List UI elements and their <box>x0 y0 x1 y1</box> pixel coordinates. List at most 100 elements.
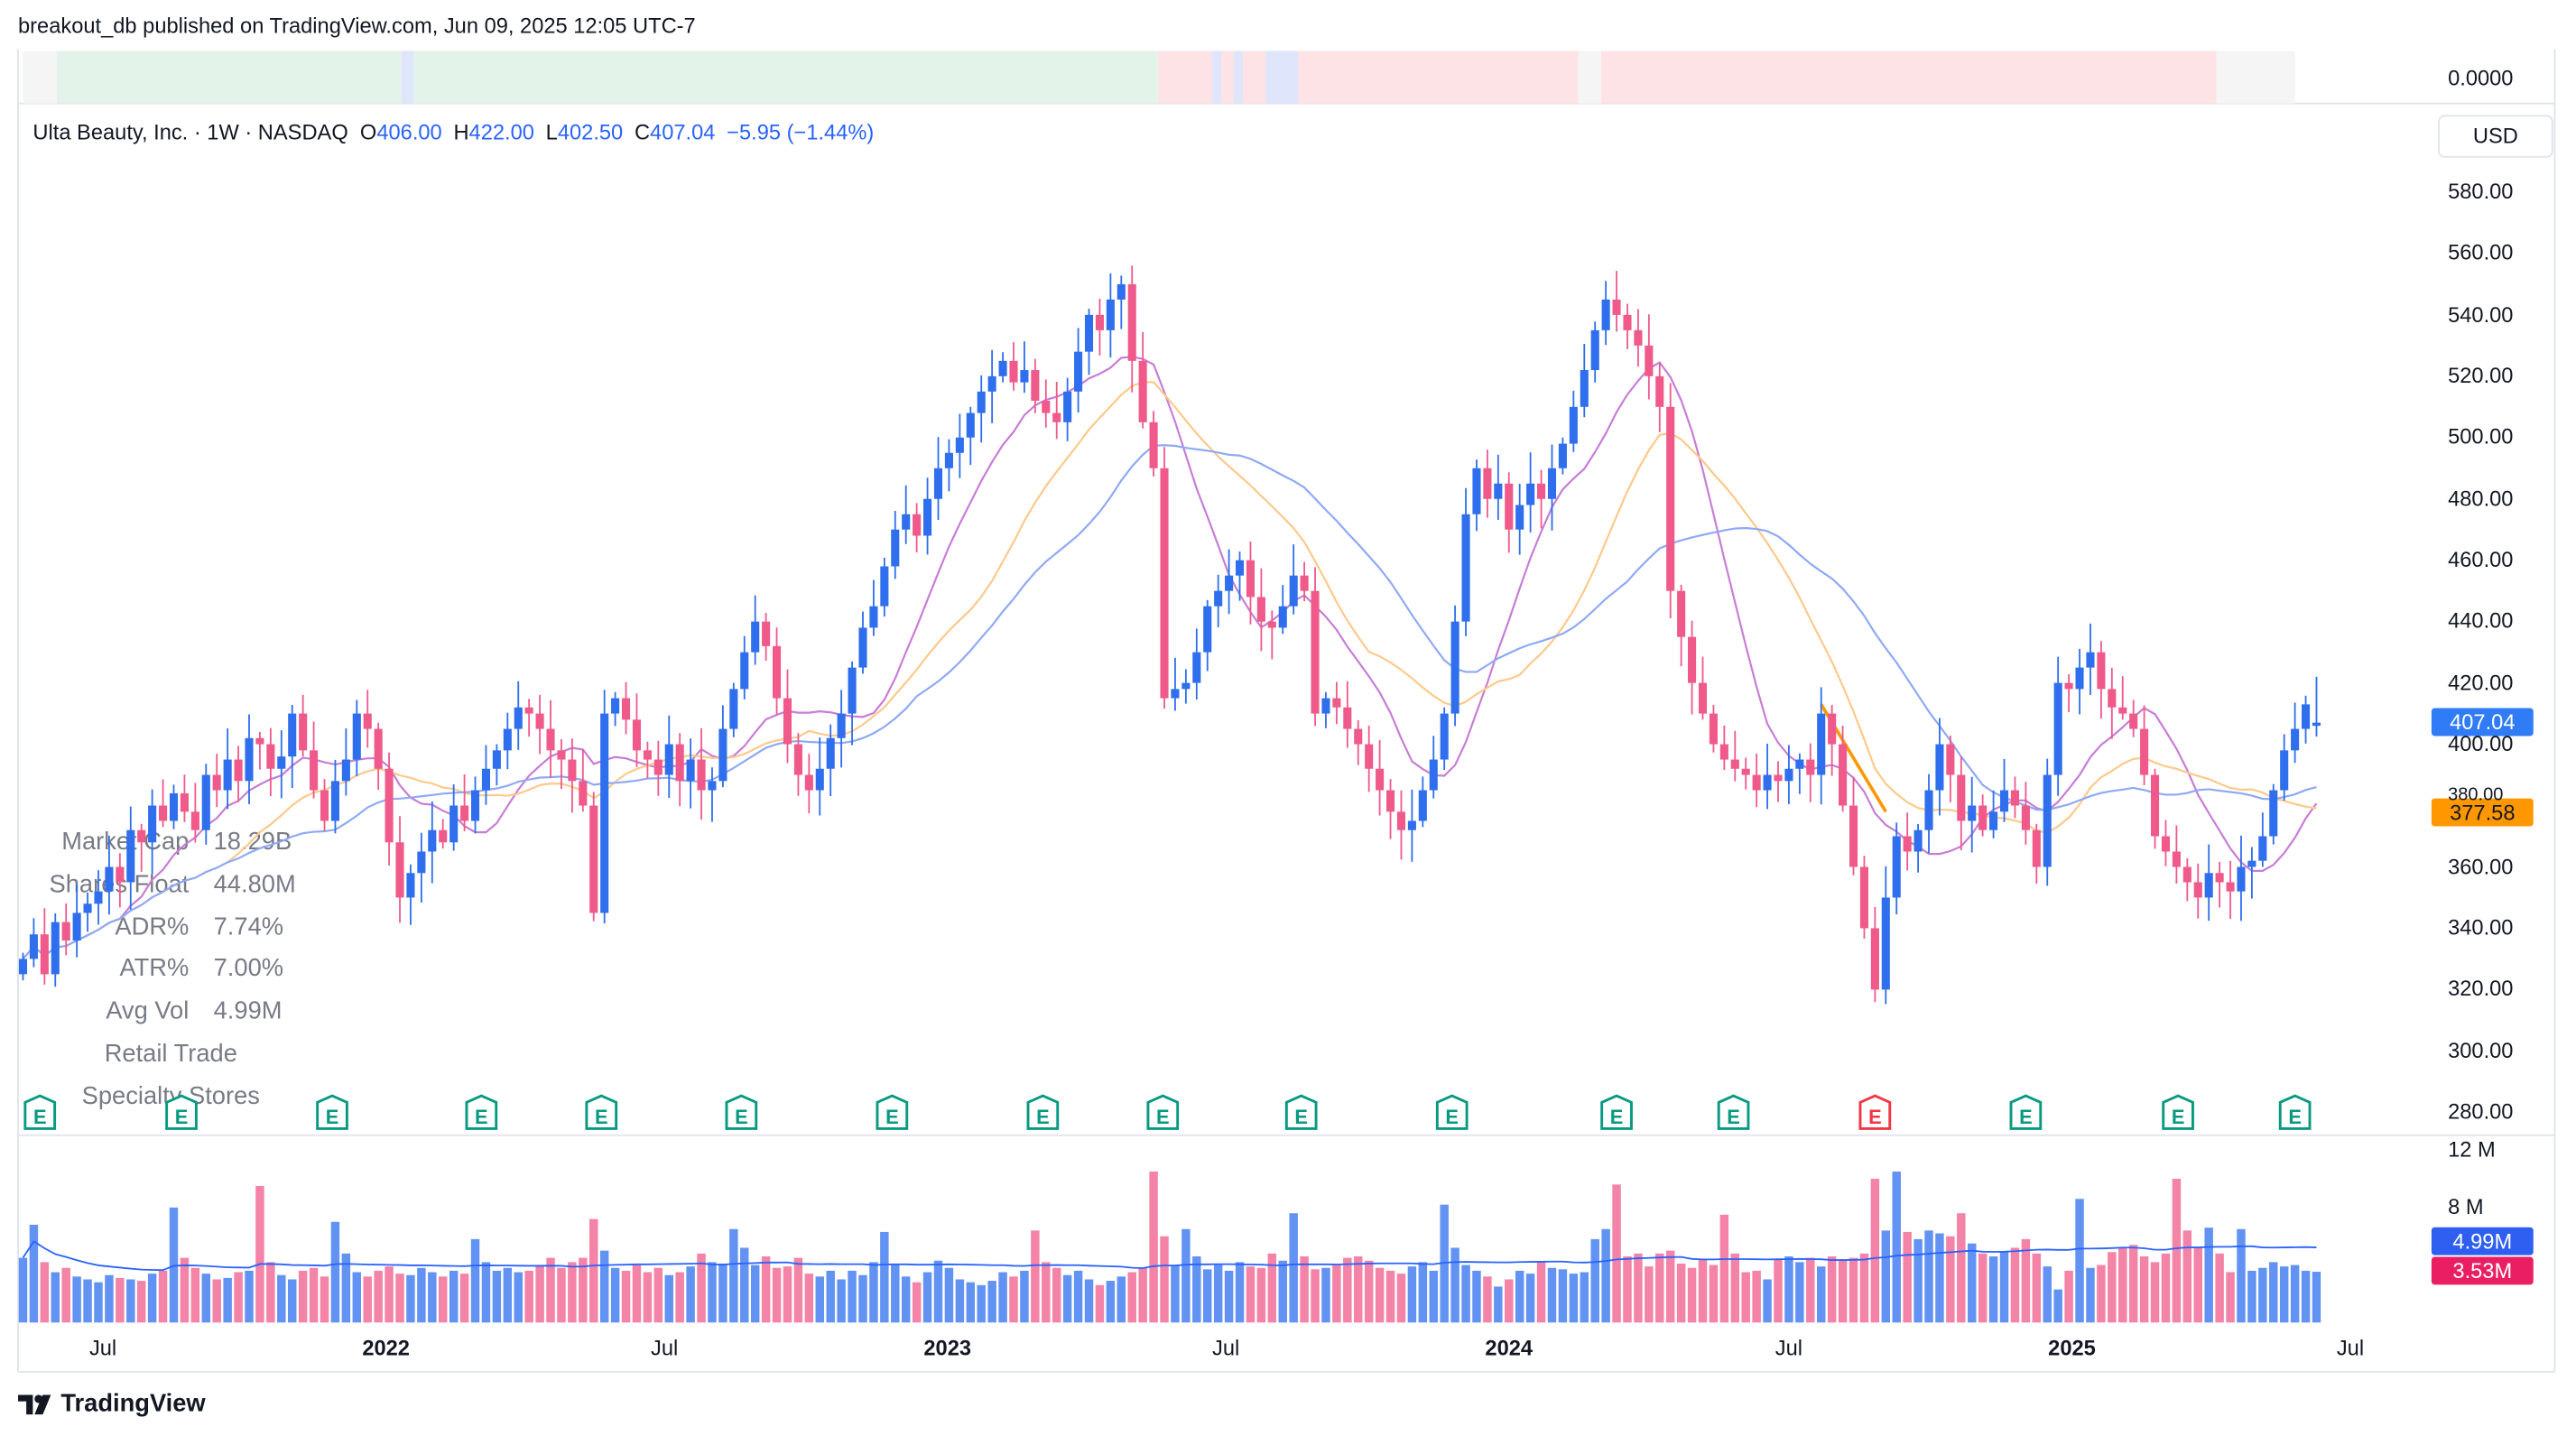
earnings-label: E <box>595 1106 608 1128</box>
volume-bar <box>1988 1255 1998 1323</box>
candle-body <box>374 728 383 769</box>
candle-body <box>1730 759 1739 769</box>
volume-bar <box>255 1185 264 1323</box>
volume-bar <box>2139 1255 2149 1323</box>
candle-body <box>1828 713 1837 745</box>
candle-body <box>1472 468 1481 514</box>
volume-bar <box>1838 1259 1848 1323</box>
volume-bar <box>1364 1260 1374 1323</box>
brand-name: TradingView <box>60 1389 206 1418</box>
volume-bar <box>718 1263 727 1323</box>
volume-bar <box>309 1267 319 1323</box>
price-tick: 340.00 <box>2448 914 2514 940</box>
candle-body <box>1385 790 1395 812</box>
volume-bar <box>2043 1266 2052 1323</box>
currency-button[interactable]: USD <box>2438 115 2553 158</box>
volume-bar <box>740 1247 749 1323</box>
volume-bar <box>1450 1247 1459 1323</box>
candle-body <box>1752 774 1761 791</box>
earnings-icon: E <box>2162 1094 2194 1130</box>
volume-bar <box>2108 1252 2117 1323</box>
volume-bar <box>18 1257 28 1323</box>
volume-bar <box>395 1274 404 1323</box>
candle-body <box>417 851 426 874</box>
candle-body <box>686 759 695 782</box>
candle-body <box>72 913 81 941</box>
candle-body <box>1042 401 1051 413</box>
volume-bar <box>2075 1199 2084 1323</box>
volume-bar <box>1052 1267 1061 1323</box>
candle-body <box>1569 406 1578 444</box>
volume-tick: 8 M <box>2448 1194 2484 1219</box>
volume-bar <box>1687 1267 1697 1323</box>
moving-average-line <box>22 381 2317 960</box>
candle-body <box>1074 351 1083 392</box>
volume-bar <box>1870 1178 1880 1323</box>
candle-body <box>1321 698 1330 714</box>
price-tick: 580.00 <box>2448 179 2514 204</box>
candle-body <box>1181 682 1191 690</box>
price-tick: 380.00 <box>2448 785 2504 805</box>
volume-bar <box>83 1279 92 1323</box>
volume-bar <box>1256 1267 1266 1323</box>
volume-bar <box>40 1262 50 1323</box>
candle-body <box>1440 713 1449 760</box>
candle-body <box>1354 728 1363 745</box>
volume-bar <box>266 1262 275 1323</box>
volume-bar <box>492 1270 502 1323</box>
volume-bar <box>514 1272 523 1323</box>
volume-bar <box>428 1272 437 1323</box>
volume-bar <box>1483 1276 1492 1323</box>
candle-body <box>1558 443 1567 468</box>
candle-body <box>600 713 609 913</box>
earnings-label: E <box>1610 1106 1624 1128</box>
volume-bar <box>557 1267 566 1323</box>
candle-body <box>2086 652 2095 668</box>
volume-bar <box>374 1270 383 1323</box>
candle-body <box>137 829 146 843</box>
candle-body <box>1278 606 1287 628</box>
candle-body <box>1537 483 1546 499</box>
volume-bar <box>481 1262 491 1323</box>
regime-band <box>23 51 2295 104</box>
candle-body <box>320 790 329 821</box>
candle-body <box>1913 829 1923 852</box>
volume-tick: 12 M <box>2448 1136 2496 1162</box>
candle-body <box>944 452 953 468</box>
volume-bar <box>1429 1270 1438 1323</box>
volume-bar <box>1827 1255 1837 1323</box>
candle-body <box>524 707 533 714</box>
volume-bar <box>136 1281 146 1323</box>
volume-bar <box>169 1207 179 1323</box>
volume-bar <box>1213 1265 1223 1323</box>
change-value: −5.95 (−1.44%) <box>727 119 875 145</box>
candle-body <box>481 768 491 791</box>
candle-body <box>697 759 706 791</box>
volume-bar <box>2150 1262 2160 1323</box>
symbol-name: Ulta Beauty, Inc. · 1W · NASDAQ <box>32 119 348 145</box>
stat-value: 7.00% <box>213 955 284 984</box>
volume-bar <box>1149 1172 1158 1323</box>
volume-bar <box>1385 1270 1395 1323</box>
volume-bar <box>1300 1255 1309 1323</box>
tradingview-logo[interactable]: TradingView <box>18 1390 206 1418</box>
volume-bar <box>955 1279 965 1323</box>
earnings-label: E <box>1445 1106 1459 1128</box>
volume-bar <box>589 1218 598 1323</box>
stat-label: ATR% <box>119 955 190 984</box>
candle-body <box>815 768 824 791</box>
volume-bar <box>503 1267 513 1323</box>
volume-bar <box>1235 1262 1245 1323</box>
candle-body <box>2312 722 2321 727</box>
earnings-badge <box>1858 1094 1892 1130</box>
candle-body <box>804 774 813 791</box>
candle-body <box>837 713 846 738</box>
volume-bar <box>158 1270 168 1323</box>
volume-bar <box>2215 1253 2224 1323</box>
volume-bar <box>1999 1252 2009 1323</box>
candle-body <box>266 744 275 769</box>
earnings-label: E <box>475 1106 488 1128</box>
earnings-label: E <box>1294 1106 1308 1128</box>
volume-bar <box>901 1276 911 1323</box>
